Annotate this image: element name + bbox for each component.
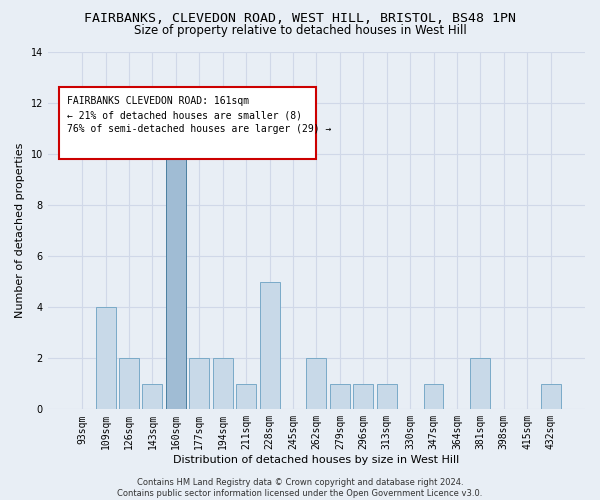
Text: FAIRBANKS CLEVEDON ROAD: 161sqm
← 21% of detached houses are smaller (8)
76% of : FAIRBANKS CLEVEDON ROAD: 161sqm ← 21% of… [67,96,331,134]
Bar [470,358,490,410]
FancyBboxPatch shape [59,88,316,159]
Text: FAIRBANKS, CLEVEDON ROAD, WEST HILL, BRISTOL, BS48 1PN: FAIRBANKS, CLEVEDON ROAD, WEST HILL, BRI… [84,12,516,26]
Bar [236,384,256,409]
Bar [307,358,326,410]
X-axis label: Distribution of detached houses by size in West Hill: Distribution of detached houses by size … [173,455,460,465]
Bar [330,384,350,409]
Bar [260,282,280,410]
Bar [377,384,397,409]
Text: Contains HM Land Registry data © Crown copyright and database right 2024.
Contai: Contains HM Land Registry data © Crown c… [118,478,482,498]
Y-axis label: Number of detached properties: Number of detached properties [15,142,25,318]
Bar [353,384,373,409]
Bar [541,384,560,409]
Bar [166,102,186,410]
Text: Size of property relative to detached houses in West Hill: Size of property relative to detached ho… [134,24,466,37]
Bar [213,358,233,410]
Bar [424,384,443,409]
Bar [190,358,209,410]
Bar [119,358,139,410]
Bar [95,307,116,410]
Bar [142,384,163,409]
